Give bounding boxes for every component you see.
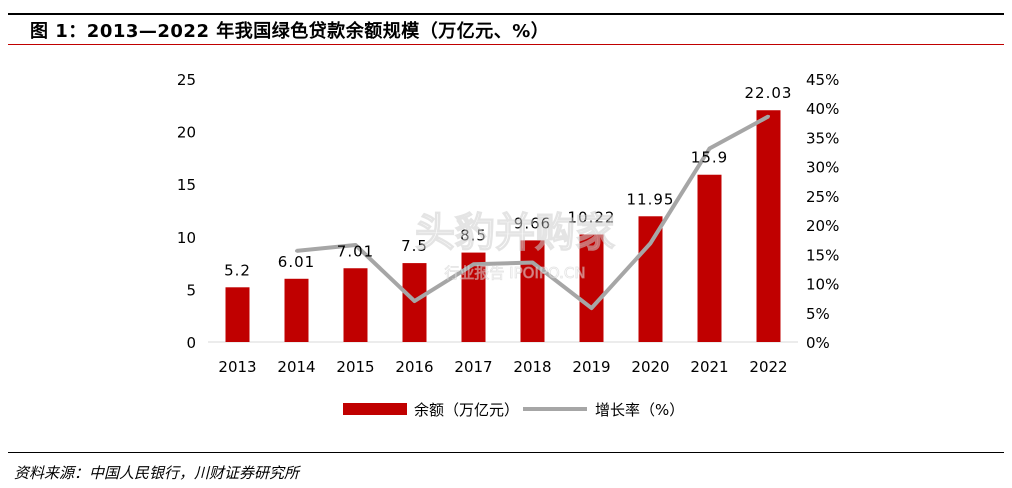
growth-point-2015 <box>354 243 357 247</box>
growth-point-2019 <box>590 306 593 310</box>
figure-title: 图 1：2013—2022 年我国绿色贷款余额规模（万亿元、%） <box>30 21 550 42</box>
x-tick-label: 2021 <box>690 358 728 376</box>
right-tick-label: 20% <box>806 217 839 235</box>
bar-label-2014: 6.01 <box>278 253 315 271</box>
bar-2013 <box>225 287 250 342</box>
bar-2018 <box>520 240 545 342</box>
source-rule <box>8 452 1004 453</box>
bar-label-2016: 7.5 <box>401 237 428 255</box>
right-axis: 0% 5% 10% 15% 20% 25% 30% 35% 40% 45% <box>806 71 839 352</box>
bar-series <box>225 110 781 342</box>
x-tick-label: 2016 <box>395 358 433 376</box>
left-axis: 0 5 10 15 20 25 <box>177 71 196 352</box>
left-tick-label: 0 <box>186 334 196 352</box>
x-tick-label: 2019 <box>572 358 610 376</box>
growth-point-2014 <box>295 249 298 253</box>
x-tick-label: 2015 <box>336 358 374 376</box>
x-tick-label: 2013 <box>218 358 256 376</box>
growth-point-2016 <box>413 299 416 303</box>
right-tick-label: 35% <box>806 129 839 147</box>
right-tick-label: 25% <box>806 188 839 206</box>
right-tick-label: 5% <box>806 305 830 323</box>
legend-bar-label: 余额（万亿元） <box>414 401 519 419</box>
bar-label-2021: 15.9 <box>691 149 728 167</box>
bar-label-2022: 22.03 <box>745 84 793 102</box>
x-tick-label: 2020 <box>631 358 669 376</box>
bar-data-labels: 5.2 6.01 7.01 7.5 8.5 9.66 10.22 11.95 15.9 22.03 <box>224 84 793 279</box>
line-series <box>295 114 770 311</box>
watermark-main: 头豹并购家 <box>415 210 615 256</box>
right-tick-label: 0% <box>806 334 830 352</box>
title-top-rule <box>8 13 1004 15</box>
growth-point-2018 <box>531 261 534 265</box>
growth-point-2017 <box>472 262 475 266</box>
left-tick-label: 5 <box>186 281 196 299</box>
growth-point-2020 <box>649 241 652 245</box>
bar-2019 <box>579 234 604 342</box>
bar-2021 <box>697 174 722 342</box>
left-tick-label: 10 <box>177 229 196 247</box>
x-axis: 2013 2014 2015 2016 2017 2018 2019 2020 2021 2022 <box>218 358 787 376</box>
title-bottom-rule <box>8 44 1004 45</box>
bar-2022 <box>756 110 781 342</box>
legend: 余额（万亿元） 增长率（%） <box>343 401 684 419</box>
bar-label-2018: 9.66 <box>514 214 551 232</box>
bar-label-2015: 7.01 <box>337 242 374 260</box>
x-tick-label: 2017 <box>454 358 492 376</box>
legend-line-label: 增长率（%） <box>595 401 684 419</box>
bar-label-2019: 10.22 <box>568 208 616 226</box>
chart-area: 0 5 10 15 20 25 0% 5% 10% 15% 20% 25% 30% 35% 40% 45% … <box>0 46 1012 446</box>
bar-2020 <box>638 216 663 342</box>
left-tick-label: 20 <box>177 124 196 142</box>
legend-bar-swatch <box>343 403 407 415</box>
right-tick-label: 40% <box>806 100 839 118</box>
bar-label-2017: 8.5 <box>460 227 487 245</box>
bar-2014 <box>284 278 309 342</box>
watermark-sub: 行业报告 IPOIPO.CN <box>444 264 585 282</box>
figure-header: 图 1：2013—2022 年我国绿色贷款余额规模（万亿元、%） <box>0 0 1012 45</box>
right-tick-label: 30% <box>806 159 839 177</box>
source-note: 资料来源：中国人民银行，川财证券研究所 <box>14 464 300 482</box>
bar-label-2020: 11.95 <box>627 190 675 208</box>
x-tick-label: 2022 <box>749 358 787 376</box>
right-tick-label: 45% <box>806 71 839 89</box>
right-tick-label: 10% <box>806 276 839 294</box>
bar-label-2013: 5.2 <box>224 261 251 279</box>
left-tick-label: 15 <box>177 176 196 194</box>
right-tick-label: 15% <box>806 246 839 264</box>
watermark: 头豹并购家 行业报告 IPOIPO.CN <box>414 209 615 282</box>
left-tick-label: 25 <box>177 71 196 89</box>
growth-point-2022 <box>767 114 770 118</box>
bar-2015 <box>343 268 368 342</box>
growth-point-2021 <box>708 147 711 151</box>
x-tick-label: 2018 <box>513 358 551 376</box>
x-tick-label: 2014 <box>277 358 315 376</box>
